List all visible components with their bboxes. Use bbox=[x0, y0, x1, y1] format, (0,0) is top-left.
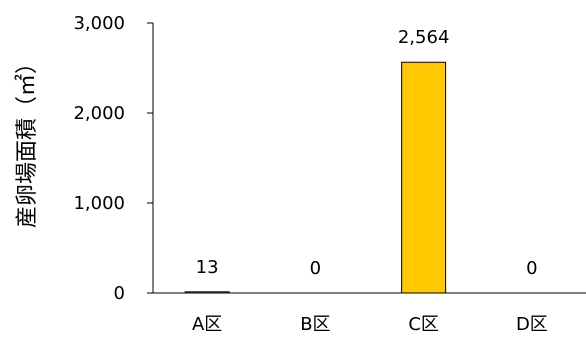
bars bbox=[184, 61, 447, 294]
data-label: 13 bbox=[196, 257, 219, 278]
category-label: C区 bbox=[408, 314, 439, 335]
data-labels: 13 0 2,564 0 bbox=[196, 27, 538, 279]
y-tick-label: 2,000 bbox=[73, 103, 125, 124]
axes bbox=[152, 23, 586, 294]
data-label: 2,564 bbox=[398, 27, 450, 48]
bar bbox=[401, 61, 447, 294]
bar bbox=[184, 291, 230, 294]
category-labels: A区 B区 C区 D区 bbox=[192, 314, 548, 335]
data-label: 0 bbox=[526, 258, 537, 279]
y-tick-label: 1,000 bbox=[73, 193, 125, 214]
y-tick-label: 0 bbox=[114, 283, 125, 304]
category-label: B区 bbox=[300, 314, 330, 335]
y-axis-title-group: 産卵場面積（㎡） bbox=[14, 52, 40, 228]
y-ticks: 0 1,000 2,000 3,000 bbox=[73, 13, 153, 304]
y-tick-label: 3,000 bbox=[73, 13, 125, 34]
category-label: D区 bbox=[516, 314, 548, 335]
y-axis-title: 産卵場面積（㎡） bbox=[14, 52, 40, 228]
category-label: A区 bbox=[192, 314, 222, 335]
data-label: 0 bbox=[310, 258, 321, 279]
